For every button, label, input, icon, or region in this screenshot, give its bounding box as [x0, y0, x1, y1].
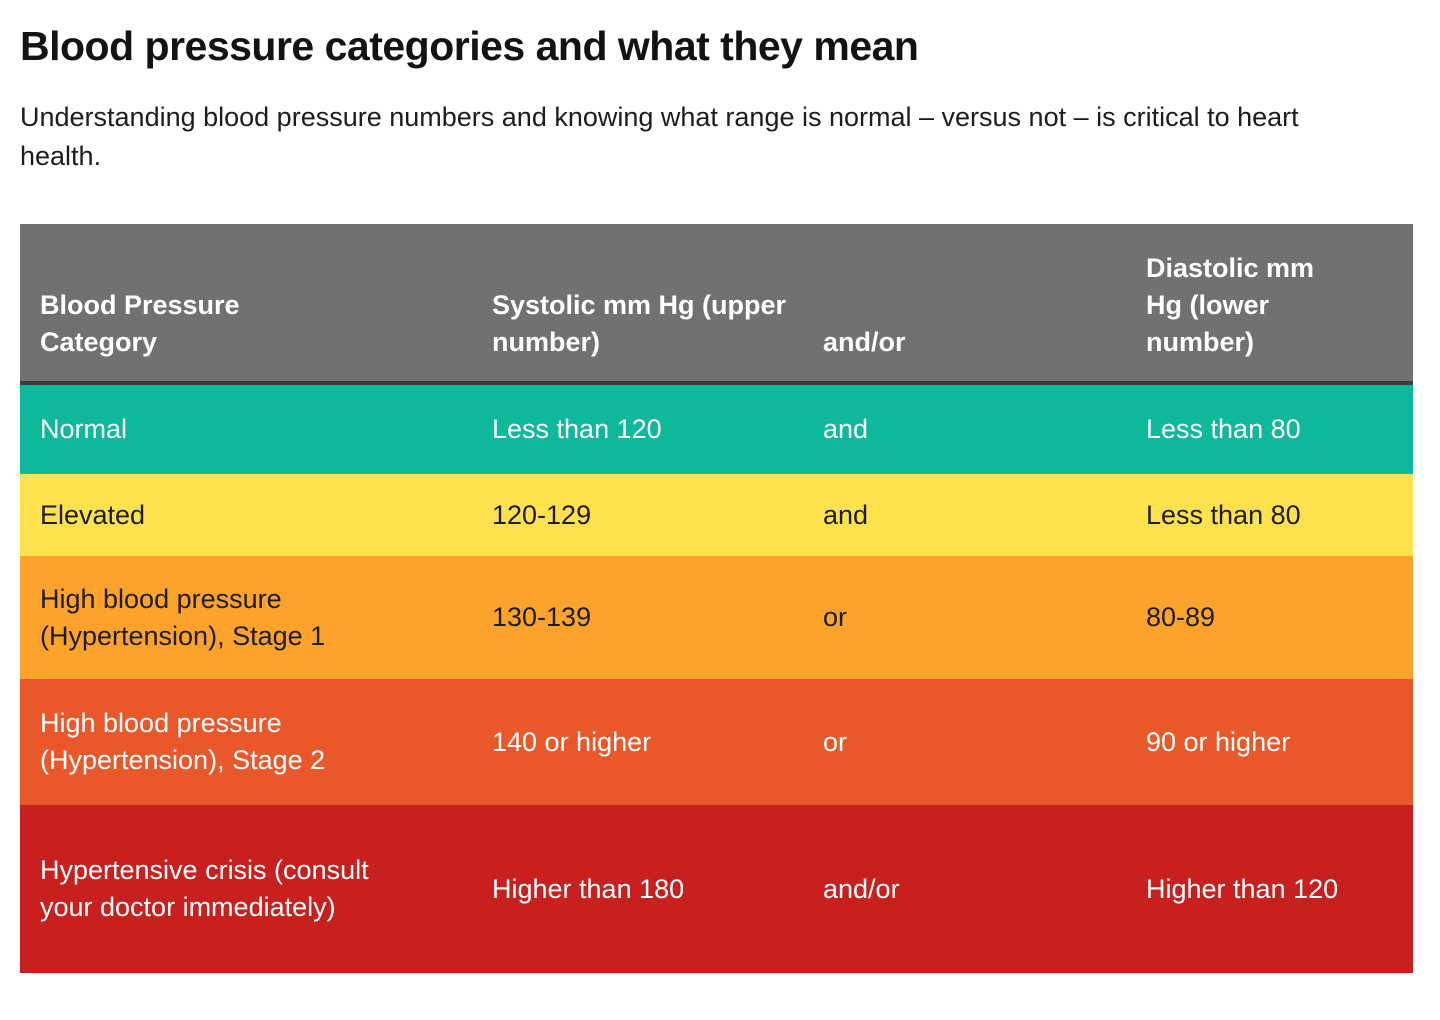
- connector-cell: and: [803, 474, 1126, 556]
- systolic-cell: Higher than 180: [472, 805, 803, 973]
- column-header-andor: and/or: [803, 224, 1126, 381]
- category-label: High blood pressure (Hypertension), Stag…: [40, 708, 326, 775]
- category-label: Normal: [40, 414, 128, 444]
- table-row-hypertensive-crisis: Hypertensive crisis (consult your doctor…: [20, 805, 1413, 973]
- diastolic-cell: Less than 80: [1126, 474, 1413, 556]
- category-cell: Hypertensive crisis (consult your doctor…: [20, 805, 472, 973]
- systolic-cell: 140 or higher: [472, 679, 803, 805]
- column-header-label: Diastolic mm Hg (lower number): [1146, 253, 1315, 357]
- systolic-cell: 130-139: [472, 556, 803, 679]
- page-title: Blood pressure categories and what they …: [20, 23, 919, 69]
- category-cell: Elevated: [20, 474, 472, 556]
- column-header-label: and/or: [823, 327, 906, 357]
- page-subtitle: Understanding blood pressure numbers and…: [20, 102, 1299, 171]
- systolic-value: Higher than 180: [492, 873, 685, 904]
- category-label: High blood pressure (Hypertension), Stag…: [40, 583, 326, 651]
- connector-cell: or: [803, 679, 1126, 805]
- table-header-row: Blood Pressure Category Systolic mm Hg (…: [20, 224, 1413, 385]
- systolic-value: Less than 120: [492, 414, 662, 444]
- category-label: Hypertensive crisis (consult your doctor…: [40, 855, 369, 922]
- category-cell: High blood pressure (Hypertension), Stag…: [20, 556, 472, 679]
- connector-label: and/or: [823, 873, 900, 904]
- systolic-value: 130-139: [492, 602, 592, 632]
- connector-cell: and: [803, 385, 1126, 474]
- connector-label: and: [823, 414, 869, 444]
- connector-cell: and/or: [803, 805, 1126, 973]
- diastolic-value: 90 or higher: [1146, 726, 1291, 757]
- diastolic-value: 80-89: [1146, 602, 1216, 632]
- column-header-category: Blood Pressure Category: [20, 224, 472, 381]
- column-header-diastolic: Diastolic mm Hg (lower number): [1126, 224, 1413, 381]
- table-row-elevated: Elevated 120-129 and Less than 80: [20, 474, 1413, 556]
- diastolic-cell: Less than 80: [1126, 385, 1413, 474]
- category-cell: Normal: [20, 385, 472, 474]
- diastolic-value: Higher than 120: [1146, 873, 1339, 904]
- table-row-hypertension-stage-2: High blood pressure (Hypertension), Stag…: [20, 679, 1413, 805]
- column-header-label: Blood Pressure Category: [40, 290, 240, 357]
- blood-pressure-table: Blood Pressure Category Systolic mm Hg (…: [20, 224, 1413, 973]
- diastolic-value: Less than 80: [1146, 499, 1301, 530]
- table-row-normal: Normal Less than 120 and Less than 80: [20, 385, 1413, 474]
- systolic-cell: Less than 120: [472, 385, 803, 474]
- table-row-hypertension-stage-1: High blood pressure (Hypertension), Stag…: [20, 556, 1413, 679]
- column-header-systolic: Systolic mm Hg (upper number): [472, 224, 803, 381]
- connector-label: or: [823, 602, 848, 632]
- category-label: Elevated: [40, 499, 146, 530]
- systolic-value: 120-129: [492, 499, 592, 530]
- connector-label: or: [823, 726, 848, 757]
- diastolic-cell: 80-89: [1126, 556, 1413, 679]
- systolic-value: 140 or higher: [492, 726, 652, 757]
- category-cell: High blood pressure (Hypertension), Stag…: [20, 679, 472, 805]
- diastolic-cell: Higher than 120: [1126, 805, 1413, 973]
- connector-label: and: [823, 499, 869, 530]
- diastolic-cell: 90 or higher: [1126, 679, 1413, 805]
- diastolic-value: Less than 80: [1146, 414, 1301, 444]
- column-header-label: Systolic mm Hg (upper number): [492, 290, 787, 357]
- systolic-cell: 120-129: [472, 474, 803, 556]
- connector-cell: or: [803, 556, 1126, 679]
